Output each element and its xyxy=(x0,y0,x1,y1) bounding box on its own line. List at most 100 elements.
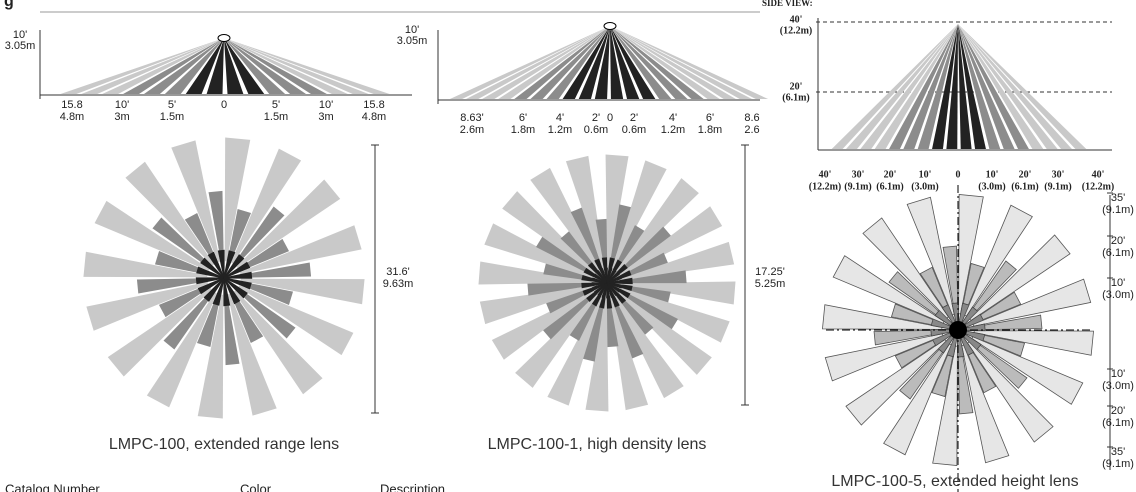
coverage-zone xyxy=(973,330,1094,356)
ground-label: 1.8m xyxy=(511,124,535,136)
ground-label: 1.5m xyxy=(160,111,184,123)
coverage-zone xyxy=(583,266,608,284)
scale-label: (9.1m) xyxy=(1102,458,1134,470)
fan-beam xyxy=(123,38,224,94)
coverage-zone xyxy=(601,257,609,284)
coverage-zone xyxy=(547,296,603,406)
coverage-zone xyxy=(845,338,947,426)
coverage-zone xyxy=(478,261,592,285)
coverage-zone xyxy=(171,140,221,263)
coverage-zone xyxy=(883,343,952,456)
ground-label: (9.1m) xyxy=(844,181,872,192)
fan-beam xyxy=(224,38,306,94)
fan-beam xyxy=(466,26,610,99)
coverage-zone xyxy=(582,282,608,296)
ground-label: 1.8m xyxy=(698,124,722,136)
coverage-zone xyxy=(587,261,608,284)
coverage-zone xyxy=(491,290,595,360)
coverage-zone xyxy=(223,271,253,279)
fan-beam xyxy=(846,24,958,149)
coverage-zone xyxy=(971,336,1084,405)
fan-beam xyxy=(594,26,610,99)
coverage-zone xyxy=(565,155,605,269)
fan-beam xyxy=(224,38,390,94)
fan-beam xyxy=(546,26,610,99)
coverage-zone xyxy=(479,285,593,325)
coverage-zone xyxy=(196,266,225,279)
coverage-zone xyxy=(582,292,606,362)
coverage-zone xyxy=(238,285,354,356)
fan-beam xyxy=(206,38,224,94)
coverage-zone xyxy=(570,207,605,274)
coverage-zone xyxy=(223,277,248,299)
coverage-zone xyxy=(606,282,620,308)
ground-label: 10' xyxy=(919,169,932,180)
ground-label: (12.2m) xyxy=(1082,181,1115,192)
ground-label: 10' xyxy=(319,99,333,111)
coverage-zone xyxy=(230,206,285,270)
coverage-zone xyxy=(906,196,955,316)
ground-label: 2.6m xyxy=(460,124,484,136)
ground-label: 2' xyxy=(630,112,638,124)
sensor-icon xyxy=(217,34,231,42)
ground-label: 8.6 xyxy=(744,112,759,124)
coverage-zone xyxy=(223,277,231,307)
coverage-zone xyxy=(590,282,608,307)
fan-beam xyxy=(958,24,986,149)
coverage-zone xyxy=(233,290,323,395)
fan-beam xyxy=(224,38,286,94)
fan-beam xyxy=(224,38,244,94)
fan-beam xyxy=(610,26,624,99)
coverage-zone xyxy=(932,345,958,466)
ground-label: 40' xyxy=(819,169,832,180)
coverage-zone xyxy=(136,278,213,294)
fan-beam xyxy=(224,38,369,94)
fan-beam xyxy=(958,24,1015,149)
ground-label: 10' xyxy=(115,99,129,111)
coverage-zone xyxy=(527,282,597,296)
range-label: 31.6' xyxy=(386,266,410,278)
coverage-zone xyxy=(581,281,608,289)
ground-label: 10' xyxy=(986,169,999,180)
coverage-zone xyxy=(614,226,672,278)
fan-beam xyxy=(860,24,958,149)
height-label: 3.05m xyxy=(5,40,36,52)
coverage-zone xyxy=(606,277,633,285)
ground-label: (6.1m) xyxy=(876,181,904,192)
coverage-zone xyxy=(217,249,225,279)
ground-label: 0 xyxy=(956,169,961,180)
fan-beam xyxy=(932,24,958,149)
fan-beam xyxy=(482,26,610,99)
coverage-zone xyxy=(146,292,217,408)
coverage-zone xyxy=(502,191,596,274)
coverage-zone xyxy=(611,160,667,270)
side-view-title: SIDE VIEW: xyxy=(762,0,813,8)
ground-label: 2.6 xyxy=(744,124,759,136)
scale-label: (9.1m) xyxy=(1102,204,1134,216)
ground-label: 15.8 xyxy=(61,99,82,111)
ground-label: 40' xyxy=(1092,169,1105,180)
coverage-zone xyxy=(227,293,277,416)
fan-beam xyxy=(514,26,610,99)
coverage-zone xyxy=(203,277,225,302)
coverage-zone xyxy=(239,225,362,275)
fan-beam xyxy=(958,24,1001,149)
coverage-zone xyxy=(223,254,245,279)
coverage-zone xyxy=(224,137,251,262)
coverage-zone xyxy=(964,204,1033,317)
coverage-zone xyxy=(208,190,224,267)
ground-label: 6' xyxy=(519,112,527,124)
coverage-zone xyxy=(822,304,943,330)
ground-label: 4' xyxy=(669,112,677,124)
height-label: 20' xyxy=(790,81,803,92)
fan-beam xyxy=(610,26,688,99)
coverage-zone xyxy=(605,154,629,268)
coverage-zone xyxy=(617,270,687,284)
coverage-zone xyxy=(231,148,302,264)
fan-beam xyxy=(610,26,736,99)
coverage-zone xyxy=(83,251,208,278)
fan-beam xyxy=(102,38,224,94)
coverage-zone xyxy=(240,278,365,305)
coverage-zone xyxy=(609,292,644,359)
height-label: 3.05m xyxy=(397,35,428,47)
